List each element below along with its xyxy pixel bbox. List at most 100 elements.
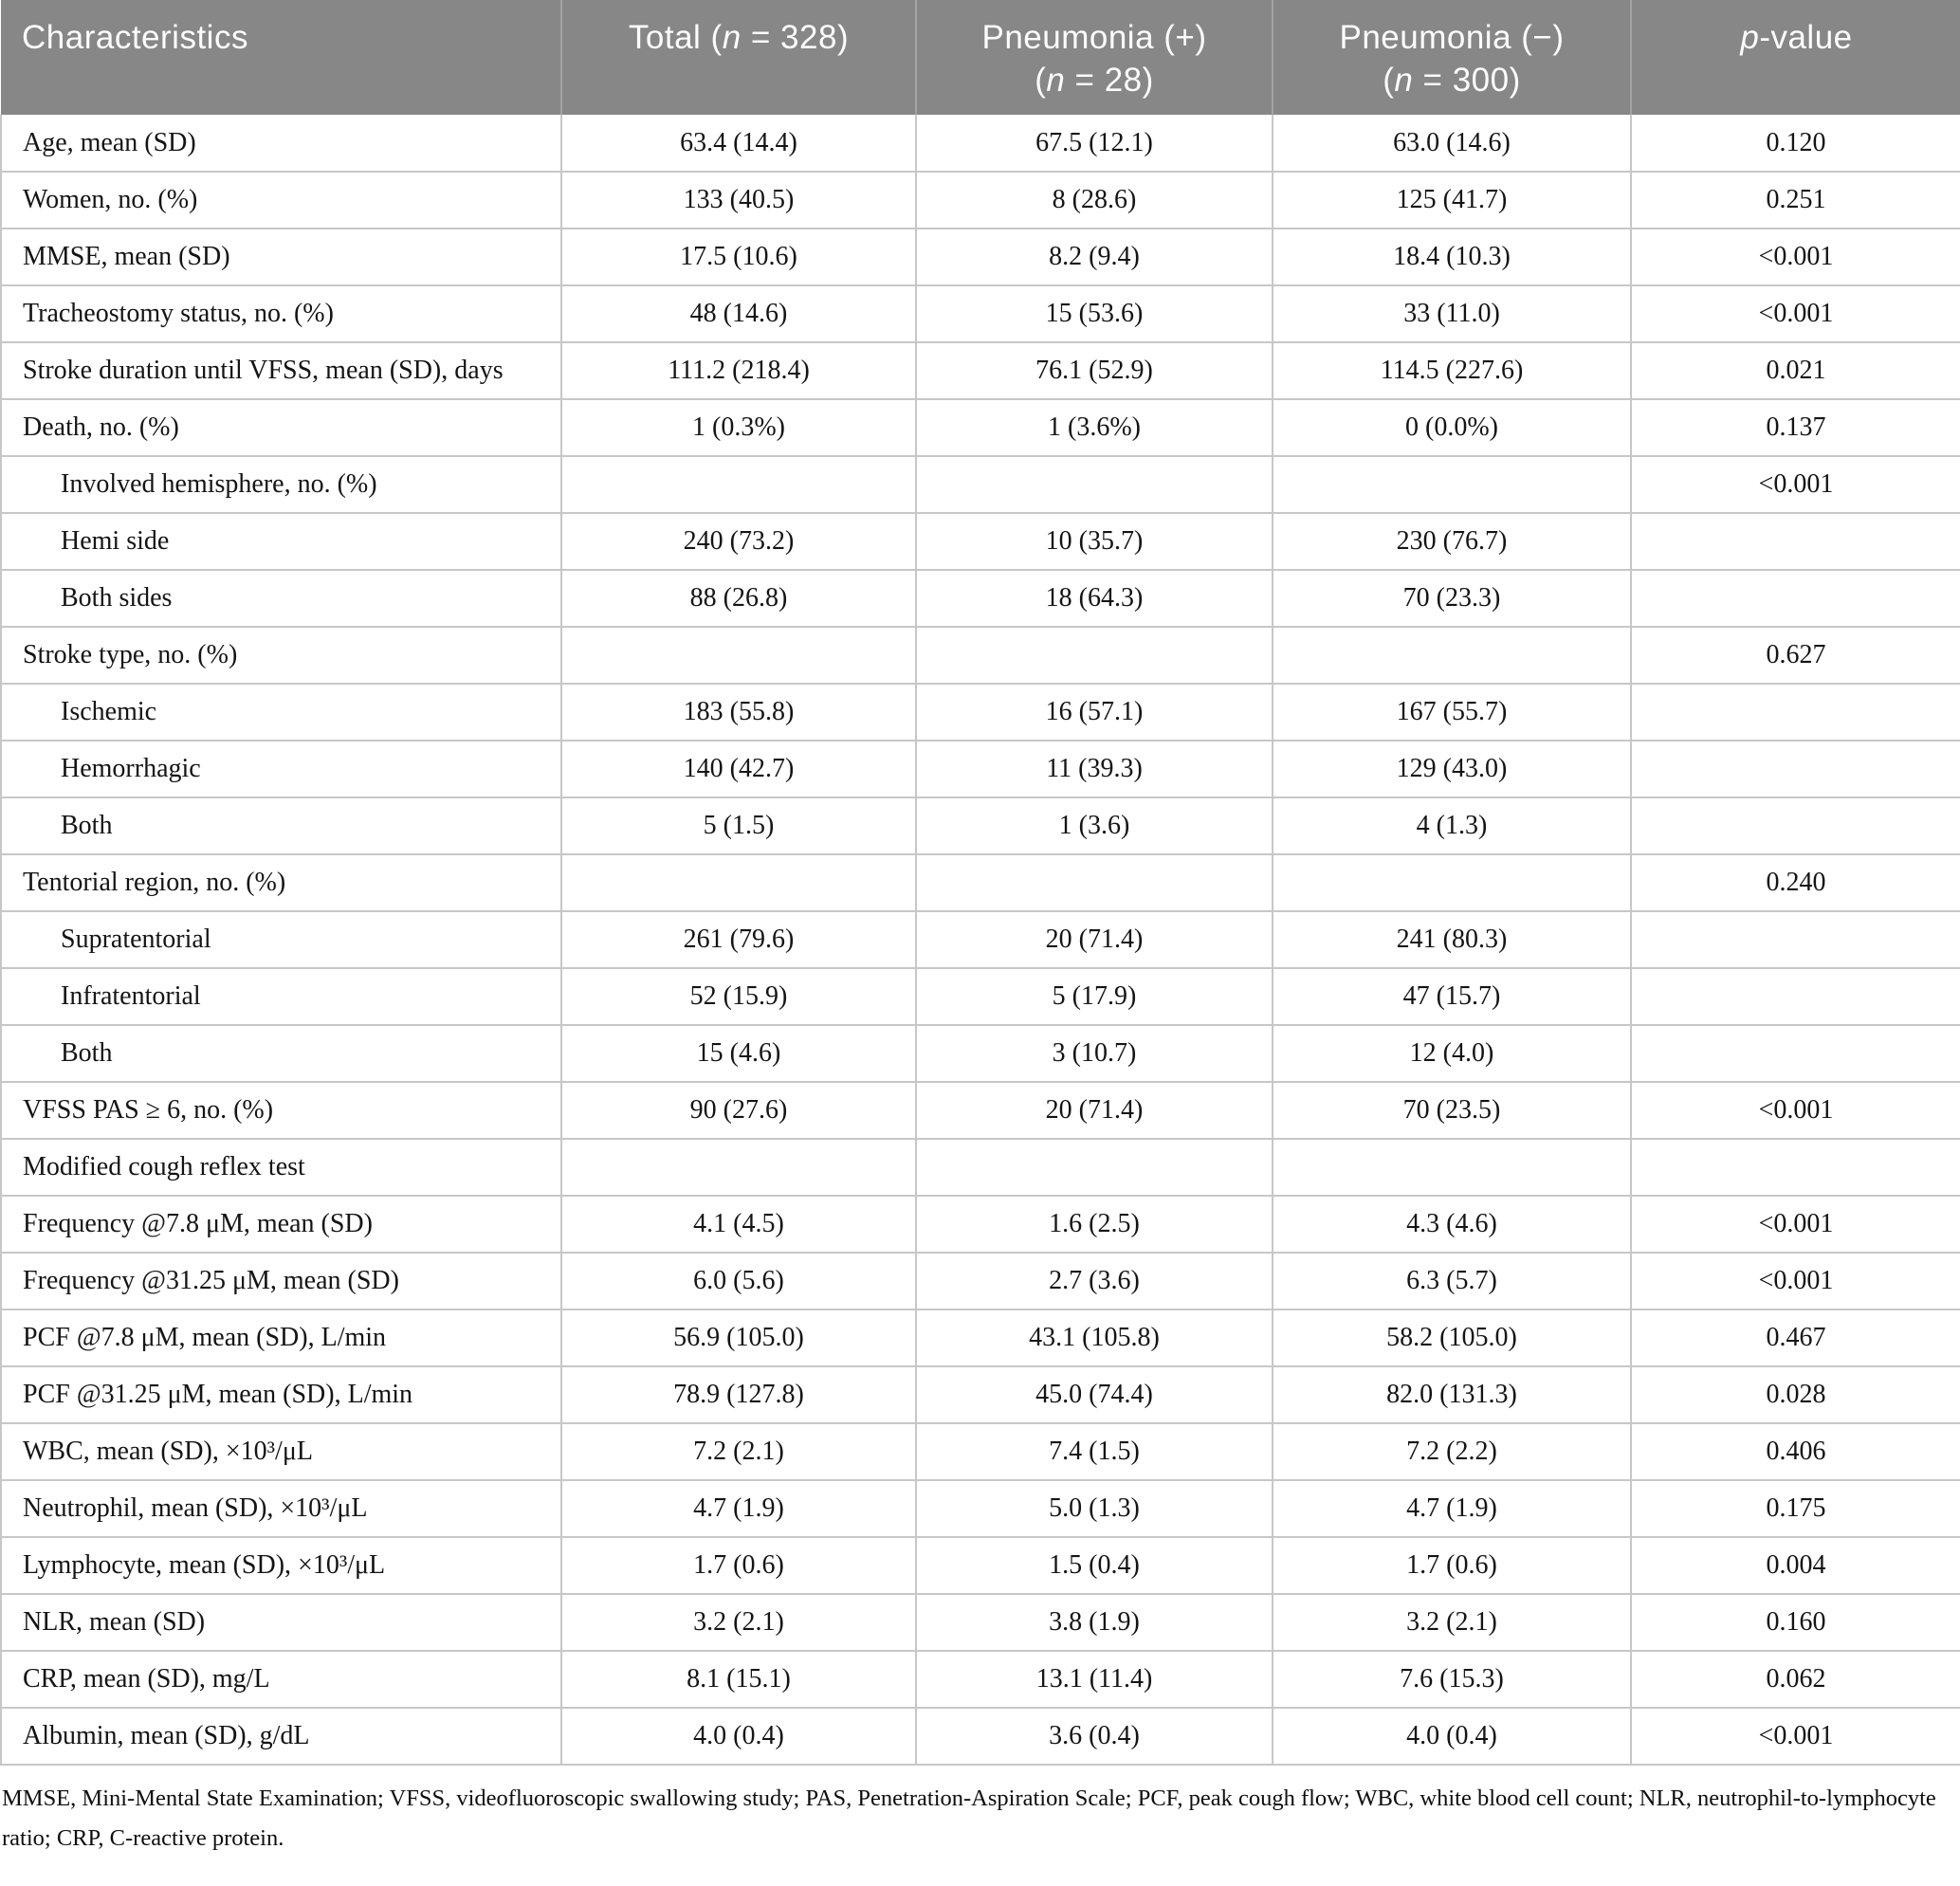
cell-value: 78.9 (127.8) [560,1365,916,1423]
cell-value: 133 (40.5) [560,171,916,229]
cell-value: 140 (42.7) [560,740,916,797]
cell-p-value: 0.627 [1630,626,1960,684]
cell-value [560,455,916,513]
table-row: NLR, mean (SD) 3.2 (2.1) 3.8 (1.9) 3.2 (2.1… [0,1593,1960,1651]
cell-p-value: <0.001 [1630,228,1960,285]
table-row: PCF @31.25 μM, mean (SD), L/min 78.9 (127… [0,1365,1960,1423]
table-row: PCF @7.8 μM, mean (SD), L/min 56.9 (105.0… [0,1309,1960,1366]
cell-value: 67.5 (12.1) [915,115,1273,172]
table-row: CRP, mean (SD), mg/L 8.1 (15.1) 13.1 (11.4… [0,1650,1960,1708]
cell-value: 63.4 (14.4) [560,115,916,172]
cell-value [1272,1138,1631,1196]
cell-value: 2.7 (3.6) [915,1252,1273,1309]
characteristics-table: Characteristics Total (n = 328) Pneumoni… [0,0,1960,1766]
cell-value [915,1138,1273,1196]
cell-p-value [1630,1138,1960,1196]
table-row: Infratentorial 52 (15.9) 5 (17.9) 47 (15.7) [0,967,1960,1025]
cell-p-value: 0.120 [1630,115,1960,172]
cell-value: 6.0 (5.6) [560,1252,916,1309]
row-label: Frequency @7.8 μM, mean (SD) [0,1195,561,1253]
row-label: Both [0,797,561,854]
table-row: Frequency @7.8 μM, mean (SD) 4.1 (4.5) 1.6… [0,1195,1960,1253]
row-label: Neutrophil, mean (SD), ×10³/μL [0,1479,561,1537]
cell-value: 18.4 (10.3) [1272,228,1631,285]
cell-p-value [1630,683,1960,741]
header-row: Characteristics Total (n = 328) Pneumoni… [1,0,1960,115]
cell-value: 70 (23.3) [1272,569,1631,627]
cell-value: 20 (71.4) [915,1081,1273,1139]
row-label: PCF @31.25 μM, mean (SD), L/min [0,1365,561,1423]
cell-p-value: 0.467 [1630,1309,1960,1366]
row-label: Stroke type, no. (%) [0,626,561,684]
row-label: Stroke duration until VFSS, mean (SD), d… [0,341,561,399]
cell-value: 1 (0.3%) [560,398,916,456]
cell-value: 1.7 (0.6) [560,1536,916,1594]
cell-value: 45.0 (74.4) [915,1365,1273,1423]
cell-p-value [1630,1024,1960,1082]
cell-value: 5.0 (1.3) [915,1479,1273,1537]
cell-value: 125 (41.7) [1272,171,1631,229]
cell-value: 16 (57.1) [915,683,1273,741]
row-label: Both sides [0,569,561,627]
cell-value [915,455,1273,513]
cell-value: 43.1 (105.8) [915,1309,1273,1366]
table-row: Both sides 88 (26.8) 18 (64.3) 70 (23.3) [0,569,1960,627]
table-row: WBC, mean (SD), ×10³/μL 7.2 (2.1) 7.4 (1.5… [0,1422,1960,1480]
table-row: Women, no. (%) 133 (40.5) 8 (28.6) 125 (41.… [0,171,1960,229]
cell-p-value: 0.004 [1630,1536,1960,1594]
table-row: Hemi side 240 (73.2) 10 (35.7) 230 (76.7) [0,512,1960,570]
header-cell-p-value: p-value [1630,0,1960,115]
table-row: Modified cough reflex test [0,1138,1960,1196]
cell-value: 167 (55.7) [1272,683,1631,741]
cell-value: 4.1 (4.5) [560,1195,916,1253]
row-label: PCF @7.8 μM, mean (SD), L/min [0,1309,561,1366]
cell-p-value: <0.001 [1630,284,1960,342]
cell-value: 114.5 (227.6) [1272,341,1631,399]
cell-p-value: <0.001 [1630,1081,1960,1139]
cell-value: 4.3 (4.6) [1272,1195,1631,1253]
cell-value: 70 (23.5) [1272,1081,1631,1139]
cell-p-value: 0.251 [1630,171,1960,229]
cell-value: 3.8 (1.9) [915,1593,1273,1651]
cell-value: 7.4 (1.5) [915,1422,1273,1480]
cell-value: 76.1 (52.9) [915,341,1273,399]
row-label: Tentorial region, no. (%) [0,853,561,911]
cell-value [1272,853,1631,911]
cell-value: 48 (14.6) [560,284,916,342]
cell-value: 4.0 (0.4) [560,1707,916,1766]
cell-value: 240 (73.2) [560,512,916,570]
header-cell-characteristics: Characteristics [1,0,561,115]
header-cell-pneumonia-positive: Pneumonia (+) (n = 28) [915,0,1273,115]
cell-value: 13.1 (11.4) [915,1650,1273,1708]
row-label: Death, no. (%) [0,398,561,456]
cell-value: 5 (17.9) [915,967,1273,1025]
cell-value: 5 (1.5) [560,797,916,854]
cell-value [915,626,1273,684]
cell-p-value: 0.175 [1630,1479,1960,1537]
cell-value: 6.3 (5.7) [1272,1252,1631,1309]
table-row: Ischemic 183 (55.8) 16 (57.1) 167 (55.7) [0,683,1960,741]
table-row: Supratentorial 261 (79.6) 20 (71.4) 241 (80… [0,910,1960,968]
cell-value: 4.7 (1.9) [560,1479,916,1537]
row-label: Involved hemisphere, no. (%) [0,455,561,513]
table-row: Both 5 (1.5) 1 (3.6) 4 (1.3) [0,797,1960,854]
cell-value: 8 (28.6) [915,171,1273,229]
cell-value: 3.2 (2.1) [1272,1593,1631,1651]
cell-value [560,853,916,911]
table-row: Involved hemisphere, no. (%) <0.001 [0,455,1960,513]
row-label: WBC, mean (SD), ×10³/μL [0,1422,561,1480]
cell-value: 230 (76.7) [1272,512,1631,570]
cell-p-value [1630,569,1960,627]
table-row: Death, no. (%) 1 (0.3%) 1 (3.6%) 0 (0.0%) 0.… [0,398,1960,456]
table-row: Age, mean (SD) 63.4 (14.4) 67.5 (12.1) 63.0… [0,115,1960,172]
cell-p-value: 0.062 [1630,1650,1960,1708]
row-label: Hemi side [0,512,561,570]
cell-value [560,1138,916,1196]
table-row: Neutrophil, mean (SD), ×10³/μL 4.7 (1.9) 5… [0,1479,1960,1537]
cell-value: 17.5 (10.6) [560,228,916,285]
table-row: MMSE, mean (SD) 17.5 (10.6) 8.2 (9.4) 18.4 … [0,228,1960,285]
row-label: VFSS PAS ≥ 6, no. (%) [0,1081,561,1139]
cell-value: 18 (64.3) [915,569,1273,627]
cell-p-value: 0.021 [1630,341,1960,399]
